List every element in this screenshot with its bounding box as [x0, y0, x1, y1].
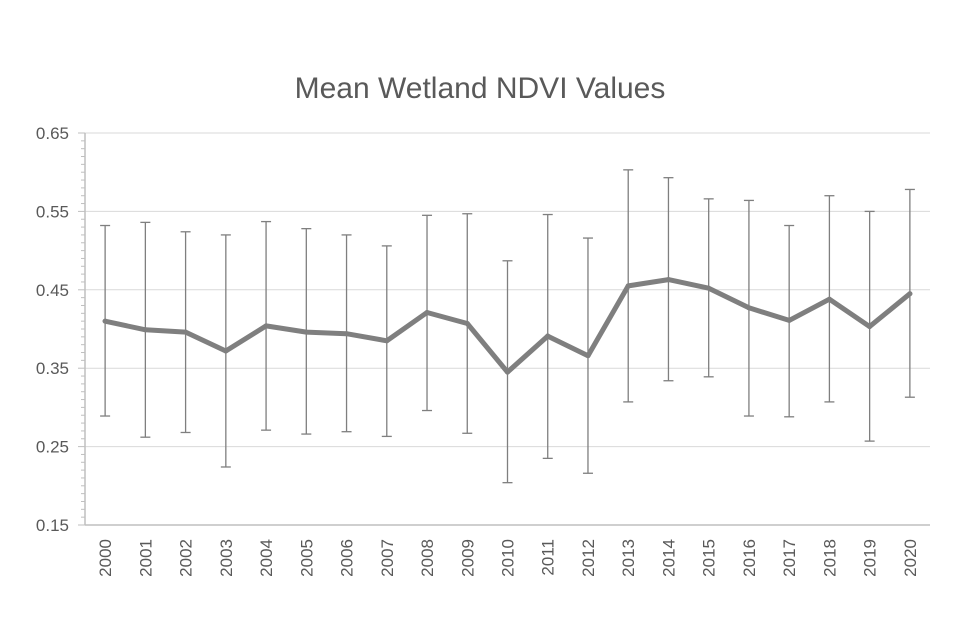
x-tick-label: 2012: [579, 539, 598, 577]
y-tick-label: 0.55: [36, 202, 69, 221]
data-point: [706, 285, 712, 291]
data-point: [505, 369, 510, 375]
data-point: [585, 353, 591, 359]
data-point: [344, 331, 350, 337]
data-point: [464, 321, 470, 327]
x-tick-label: 2016: [740, 539, 759, 577]
data-point: [384, 338, 390, 344]
data-point: [907, 291, 913, 297]
x-tick-label: 2017: [780, 539, 799, 577]
x-tick-label: 2010: [499, 539, 518, 577]
data-point: [746, 305, 752, 311]
x-tick-label: 2000: [96, 539, 115, 577]
x-tick-label: 2008: [418, 539, 437, 577]
x-tick-label: 2019: [861, 539, 880, 577]
data-point: [625, 283, 631, 289]
chart-title: Mean Wetland NDVI Values: [295, 72, 666, 105]
x-tick-label: 2020: [901, 539, 920, 577]
x-tick-label: 2006: [338, 539, 357, 577]
y-tick-label: 0.35: [36, 359, 69, 378]
x-tick-label: 2013: [619, 539, 638, 577]
data-point: [223, 348, 229, 354]
x-tick-label: 2002: [177, 539, 196, 577]
data-point: [142, 327, 148, 333]
y-tick-label: 0.45: [36, 281, 69, 300]
x-tick-label: 2007: [378, 539, 397, 577]
data-point: [102, 318, 108, 324]
x-tick-label: 2011: [539, 539, 558, 576]
x-tick-label: 2001: [136, 539, 155, 577]
data-point: [183, 329, 189, 335]
x-tick-label: 2004: [257, 539, 276, 577]
x-tick-label: 2009: [458, 539, 477, 577]
data-point: [826, 296, 832, 302]
series-line-layer: [102, 277, 913, 375]
x-tick-label: 2015: [700, 539, 719, 577]
data-point: [303, 329, 309, 335]
x-tick-label: 2005: [297, 539, 316, 577]
error-bars: [100, 169, 915, 484]
data-point: [263, 323, 269, 329]
axes: [78, 132, 930, 526]
x-tick-label: 2014: [659, 539, 678, 577]
data-point: [665, 277, 671, 283]
data-point: [867, 324, 873, 330]
y-tick-label: 0.65: [36, 124, 69, 143]
tick-labels: 0.15 0.25 0.35 0.45 0.55 0.65 2000 2001 2002 2003…: [36, 124, 920, 577]
x-tick-label: 2018: [820, 539, 839, 577]
data-point: [545, 333, 551, 339]
data-point: [786, 317, 792, 323]
y-tick-label: 0.15: [36, 516, 69, 535]
x-tick-label: 2003: [217, 539, 236, 577]
data-point: [424, 310, 430, 316]
y-tick-label: 0.25: [36, 438, 69, 457]
